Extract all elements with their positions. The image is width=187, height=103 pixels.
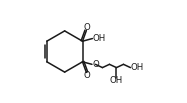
Text: O: O xyxy=(92,60,99,69)
Text: OH: OH xyxy=(110,76,123,85)
Text: O: O xyxy=(83,71,90,80)
Text: O: O xyxy=(83,23,90,32)
Text: OH: OH xyxy=(131,63,144,72)
Text: OH: OH xyxy=(93,34,106,43)
